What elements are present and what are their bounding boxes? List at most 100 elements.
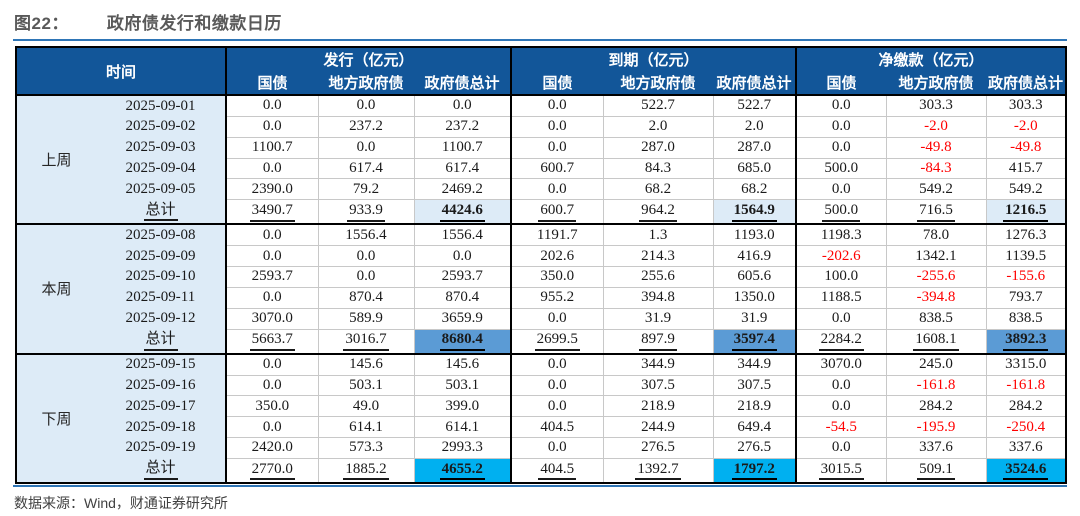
- value-cell: 0.0: [510, 352, 604, 375]
- group-total-cell: 4424.6: [413, 199, 512, 225]
- total-value-text: 8680.4: [439, 331, 485, 351]
- table-row: 2025-09-05 2390.0 79.2 2469.2 0.0 68.2 68.2 0.0…: [16, 178, 1067, 200]
- value-cell: 614.1: [317, 416, 415, 438]
- value-cell: 793.7: [985, 286, 1067, 309]
- value-cell: 214.3: [602, 245, 714, 267]
- value-cell: 0.0: [317, 245, 415, 267]
- bond-calendar-table: 时间 发行（亿元） 到期（亿元） 净缴款（亿元） 国债 地方政府债 政府债总计 …: [15, 46, 1068, 484]
- value-cell: 503.1: [413, 374, 512, 396]
- value-cell: 0.0: [510, 374, 604, 396]
- total-value-cell: 600.7: [510, 199, 604, 225]
- total-label: 总计: [96, 199, 227, 225]
- col-header-local-gov: 地方政府债: [886, 71, 987, 95]
- value-cell: 549.2: [985, 178, 1067, 200]
- total-value-cell: 716.5: [885, 199, 987, 225]
- group-total-cell: 1216.5: [985, 199, 1067, 225]
- value-cell: 284.2: [885, 395, 987, 417]
- value-cell: 145.6: [413, 352, 512, 375]
- value-cell: 2993.3: [413, 436, 512, 459]
- total-value-text: 933.9: [347, 202, 385, 222]
- data-source: 数据来源：Wind，财通证券研究所: [14, 495, 228, 511]
- value-cell: 276.5: [712, 436, 797, 459]
- total-value-text: 1885.2: [343, 461, 389, 481]
- value-cell: 0.0: [795, 436, 887, 459]
- value-cell: 649.4: [712, 416, 797, 438]
- table-row: 上周 2025-09-01 0.0 0.0 0.0 0.0 522.7 522.7 0.0 303…: [16, 93, 1067, 225]
- value-cell: 0.0: [510, 178, 604, 200]
- value-cell: 245.0: [885, 352, 987, 375]
- value-cell: 2.0: [602, 115, 714, 138]
- col-group-maturity: 到期（亿元）: [510, 47, 797, 71]
- total-label-text: 总计: [143, 202, 178, 222]
- total-value-cell: 964.2: [602, 199, 714, 225]
- value-cell: 2420.0: [225, 436, 319, 459]
- value-cell: 1.3: [602, 223, 714, 246]
- value-cell: 79.2: [317, 178, 415, 200]
- value-cell: 218.9: [712, 395, 797, 417]
- total-value-text: 404.5: [538, 461, 577, 481]
- group-total-cell: 4655.2: [413, 457, 512, 483]
- col-group-net-payment: 净缴款（亿元）: [795, 47, 1067, 71]
- value-cell: -2.0: [885, 115, 987, 138]
- value-cell: 522.7: [602, 93, 714, 117]
- total-value-cell: 1885.2: [317, 457, 415, 483]
- value-cell: 303.3: [985, 93, 1067, 117]
- col-group-issuance: 发行（亿元）: [225, 47, 512, 71]
- table-row: 2025-09-17 350.0 49.0 399.0 0.0 218.9 218.9 0.0…: [16, 395, 1067, 417]
- value-cell: 31.9: [712, 307, 797, 330]
- total-value-text: 4655.2: [439, 461, 485, 481]
- value-cell: 237.2: [413, 115, 512, 138]
- table-row: 2025-09-09 0.0 0.0 0.0 202.6 214.3 416.9 -202.6…: [16, 245, 1067, 267]
- col-header-gov-total: 政府债总计: [986, 71, 1067, 95]
- date-cell: 2025-09-01: [96, 93, 227, 117]
- value-cell: 614.1: [413, 416, 512, 438]
- group-total-cell: 1797.2: [712, 457, 797, 483]
- week-group-label: 下周: [16, 352, 96, 483]
- value-cell: 617.4: [413, 157, 512, 179]
- value-cell: 2469.2: [413, 178, 512, 200]
- group-total-cell: 3892.3: [985, 328, 1067, 354]
- total-value-text: 3892.3: [1003, 331, 1049, 351]
- total-value-text: 600.7: [538, 202, 577, 222]
- total-label-text: 总计: [143, 461, 178, 481]
- total-value-text: 1216.5: [1003, 202, 1049, 222]
- value-cell: 1193.0: [712, 223, 797, 246]
- value-cell: 3070.0: [795, 352, 887, 375]
- value-cell: 0.0: [317, 93, 415, 117]
- date-cell: 2025-09-15: [96, 352, 227, 375]
- value-cell: -84.3: [885, 157, 987, 179]
- total-value-cell: 509.1: [885, 457, 987, 483]
- col-header-treasury: 国债: [510, 71, 604, 95]
- table-row: 2025-09-03 1100.7 0.0 1100.7 0.0 287.0 287.0 0.…: [16, 136, 1067, 159]
- value-cell: -195.9: [885, 416, 987, 438]
- value-cell: 307.5: [602, 374, 714, 396]
- value-cell: 2593.7: [413, 266, 512, 288]
- value-cell: 0.0: [225, 374, 319, 396]
- value-cell: 1191.7: [510, 223, 604, 246]
- total-value-cell: 404.5: [510, 457, 604, 483]
- total-value-text: 3597.4: [731, 331, 777, 351]
- value-cell: 0.0: [795, 395, 887, 417]
- value-cell: 1276.3: [985, 223, 1067, 246]
- value-cell: 49.0: [317, 395, 415, 417]
- value-cell: 0.0: [795, 374, 887, 396]
- total-value-text: 1392.7: [635, 461, 681, 481]
- date-cell: 2025-09-02: [96, 116, 227, 138]
- value-cell: 2593.7: [225, 266, 319, 288]
- value-cell: 255.6: [602, 266, 714, 288]
- total-value-text: 3016.7: [343, 331, 389, 351]
- value-cell: 0.0: [413, 245, 512, 267]
- total-value-text: 897.9: [639, 331, 677, 351]
- value-cell: 0.0: [225, 352, 319, 375]
- value-cell: 500.0: [795, 157, 887, 179]
- table-row: 2025-09-16 0.0 503.1 503.1 0.0 307.5 307.5 0.0-…: [16, 374, 1067, 396]
- date-cell: 2025-09-09: [96, 245, 227, 267]
- table-row: 本周 2025-09-08 0.0 1556.4 1556.4 1191.7 1.3 1193…: [16, 223, 1067, 354]
- total-value-text: 964.2: [639, 202, 677, 222]
- value-cell: 68.2: [712, 178, 797, 200]
- value-cell: 0.0: [225, 93, 319, 117]
- total-value-text: 509.1: [917, 461, 955, 481]
- value-cell: 84.3: [602, 157, 714, 179]
- table-row: 2025-09-04 0.0 617.4 617.4 600.7 84.3 685.0 500…: [16, 157, 1067, 179]
